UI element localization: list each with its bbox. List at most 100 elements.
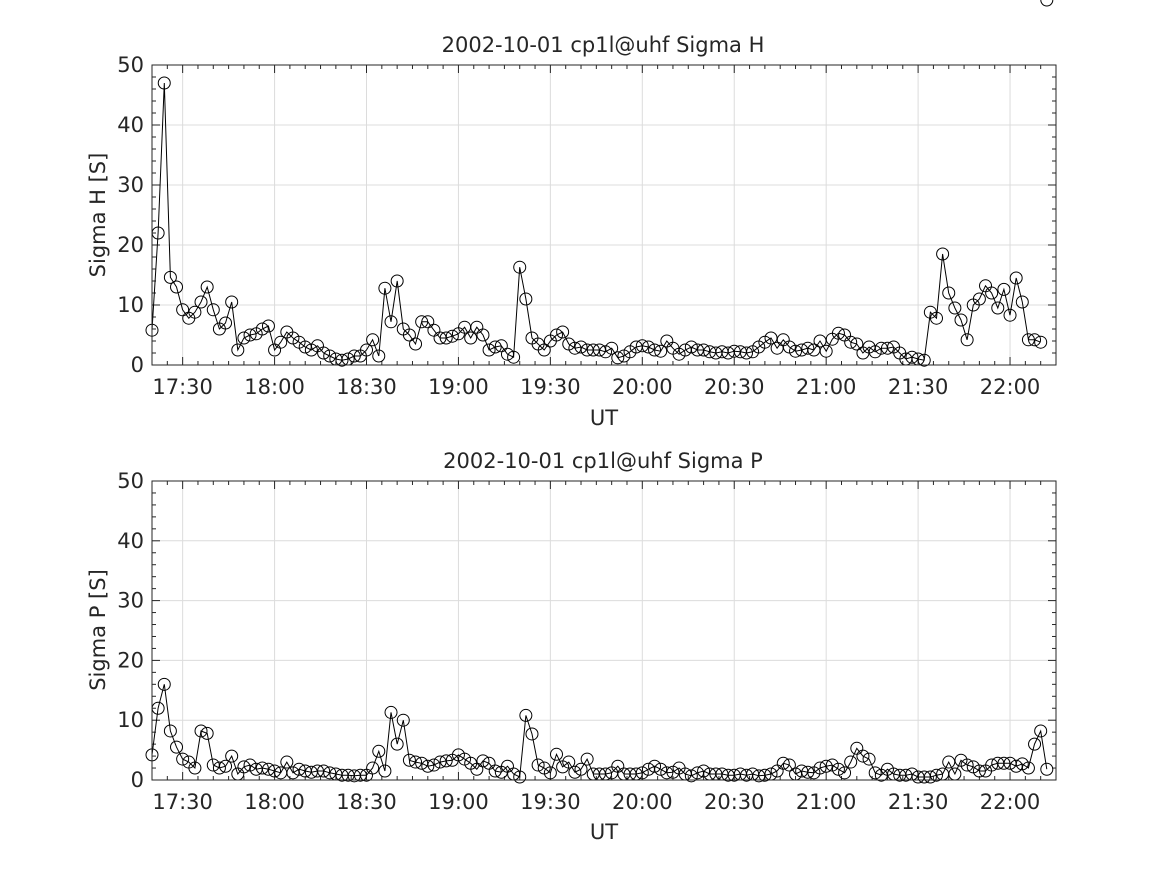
data-point <box>929 311 943 325</box>
data-point <box>488 764 502 778</box>
series-sigma-p <box>145 677 1054 784</box>
data-point <box>758 768 772 782</box>
data-point <box>972 292 986 306</box>
x-tick-label: 17:30 <box>152 790 213 814</box>
data-point <box>862 752 876 766</box>
data-point <box>476 328 490 342</box>
data-point <box>917 353 931 367</box>
data-point <box>200 726 214 740</box>
series-sigma-h <box>145 0 1054 367</box>
data-point <box>684 769 698 783</box>
data-point <box>1021 761 1035 775</box>
gridlines <box>152 65 1056 365</box>
data-point <box>856 749 870 763</box>
data-point <box>1015 295 1029 309</box>
data-point <box>409 755 423 769</box>
data-point <box>813 334 827 348</box>
data-point <box>697 764 711 778</box>
data-point <box>433 755 447 769</box>
data-point <box>801 765 815 779</box>
data-point <box>648 759 662 773</box>
data-point <box>929 768 943 782</box>
data-point <box>531 758 545 772</box>
data-point <box>353 768 367 782</box>
data-point <box>237 760 251 774</box>
data-point <box>219 316 233 330</box>
data-point <box>372 744 386 758</box>
data-point <box>1040 0 1054 7</box>
data-point <box>261 319 275 333</box>
data-point <box>470 762 484 776</box>
data-point <box>206 303 220 317</box>
data-point <box>660 766 674 780</box>
data-point <box>739 346 753 360</box>
data-point <box>574 340 588 354</box>
data-point <box>592 343 606 357</box>
data-point <box>163 724 177 738</box>
data-point <box>801 341 815 355</box>
data-point <box>286 766 300 780</box>
data-point <box>954 313 968 327</box>
data-point <box>415 315 429 329</box>
data-point <box>727 344 741 358</box>
data-point <box>776 756 790 770</box>
x-tick-label: 18:30 <box>336 375 397 399</box>
data-point <box>960 333 974 347</box>
y-tick-label: 40 <box>117 113 144 137</box>
data-point <box>237 331 251 345</box>
x-tick-label: 22:00 <box>980 375 1041 399</box>
data-point <box>611 351 625 365</box>
data-point <box>317 764 331 778</box>
data-point <box>899 768 913 782</box>
data-point <box>513 260 527 274</box>
data-point <box>415 756 429 770</box>
data-point <box>402 328 416 342</box>
data-point <box>635 339 649 353</box>
data-point <box>1009 271 1023 285</box>
data-point <box>844 755 858 769</box>
y-tick-label: 50 <box>117 469 144 493</box>
data-point <box>789 344 803 358</box>
data-point <box>654 762 668 776</box>
data-point <box>684 340 698 354</box>
data-point <box>335 353 349 367</box>
data-point <box>550 328 564 342</box>
data-point <box>439 754 453 768</box>
data-point <box>482 343 496 357</box>
data-point <box>543 766 557 780</box>
y-tick-label: 50 <box>117 53 144 77</box>
data-point <box>170 740 184 754</box>
data-point <box>507 350 521 364</box>
x-tick-label: 18:00 <box>244 790 305 814</box>
data-point <box>819 344 833 358</box>
y-tick-label: 10 <box>117 293 144 317</box>
x-tick-label: 19:30 <box>520 375 581 399</box>
data-point <box>868 766 882 780</box>
data-point <box>212 761 226 775</box>
data-point <box>157 76 171 90</box>
y-tick-label: 30 <box>117 589 144 613</box>
data-point <box>433 331 447 345</box>
data-point <box>936 247 950 261</box>
data-point <box>562 755 576 769</box>
data-point <box>605 341 619 355</box>
data-point <box>390 274 404 288</box>
x-tick-label: 19:00 <box>428 790 489 814</box>
data-point <box>219 759 233 773</box>
data-point <box>525 727 539 741</box>
data-point <box>347 349 361 363</box>
data-point <box>170 280 184 294</box>
y-axis-label: Sigma P [S] <box>86 569 110 691</box>
data-point <box>985 286 999 300</box>
y-axis-label: Sigma H [S] <box>86 153 110 278</box>
data-point <box>323 349 337 363</box>
y-tick-label: 20 <box>117 648 144 672</box>
x-tick-label: 20:30 <box>704 790 765 814</box>
data-point <box>378 281 392 295</box>
y-tick-label: 40 <box>117 529 144 553</box>
data-point <box>648 343 662 357</box>
data-point <box>697 343 711 357</box>
data-point <box>176 303 190 317</box>
data-point <box>923 770 937 784</box>
data-point <box>176 752 190 766</box>
